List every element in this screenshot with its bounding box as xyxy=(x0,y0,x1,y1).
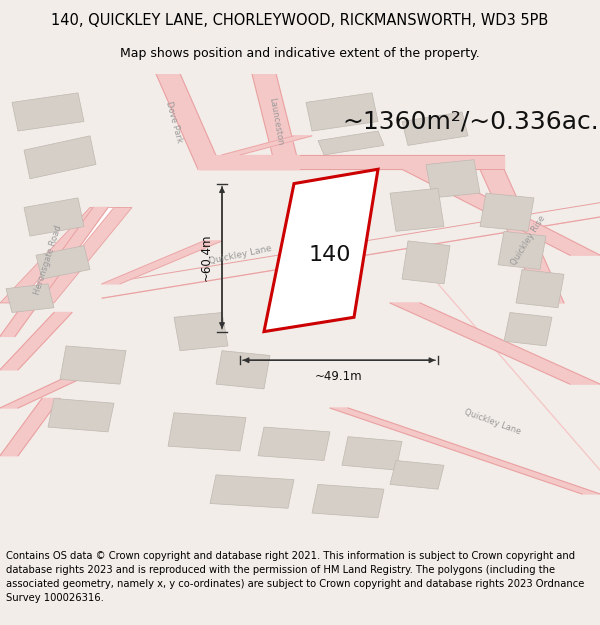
Text: Launceston: Launceston xyxy=(268,97,284,146)
Polygon shape xyxy=(0,312,72,370)
Polygon shape xyxy=(0,208,108,303)
Polygon shape xyxy=(504,312,552,346)
Polygon shape xyxy=(0,399,60,456)
Polygon shape xyxy=(102,241,222,284)
Polygon shape xyxy=(252,74,300,169)
Text: Quickley Rise: Quickley Rise xyxy=(509,214,547,268)
Text: Dove Park: Dove Park xyxy=(164,100,184,143)
Polygon shape xyxy=(426,160,480,198)
Text: Map shows position and indicative extent of the property.: Map shows position and indicative extent… xyxy=(120,47,480,59)
Polygon shape xyxy=(390,188,444,231)
Text: Heronsgate Road: Heronsgate Road xyxy=(32,224,64,296)
Text: Contains OS data © Crown copyright and database right 2021. This information is : Contains OS data © Crown copyright and d… xyxy=(6,551,584,603)
Polygon shape xyxy=(24,198,84,236)
Polygon shape xyxy=(0,208,108,336)
Polygon shape xyxy=(156,74,222,169)
Polygon shape xyxy=(300,155,504,169)
Text: Quickley Lane: Quickley Lane xyxy=(208,244,272,266)
Polygon shape xyxy=(516,269,564,308)
Polygon shape xyxy=(264,169,378,332)
Polygon shape xyxy=(258,427,330,461)
Polygon shape xyxy=(318,131,384,155)
Polygon shape xyxy=(402,112,468,146)
Polygon shape xyxy=(0,360,120,408)
Polygon shape xyxy=(12,93,84,131)
Polygon shape xyxy=(390,461,444,489)
Polygon shape xyxy=(36,246,90,279)
Polygon shape xyxy=(198,155,300,169)
Text: Quickley Lane: Quickley Lane xyxy=(463,408,521,437)
Polygon shape xyxy=(60,346,126,384)
Polygon shape xyxy=(24,136,96,179)
Polygon shape xyxy=(222,136,312,155)
Polygon shape xyxy=(216,351,270,389)
Polygon shape xyxy=(102,217,600,298)
Text: 140: 140 xyxy=(309,245,351,265)
Polygon shape xyxy=(210,475,294,508)
Polygon shape xyxy=(306,93,378,131)
Polygon shape xyxy=(36,208,132,303)
Polygon shape xyxy=(438,284,600,470)
Polygon shape xyxy=(48,399,114,432)
Text: ~49.1m: ~49.1m xyxy=(315,370,363,382)
Polygon shape xyxy=(312,484,384,518)
Text: 140, QUICKLEY LANE, CHORLEYWOOD, RICKMANSWORTH, WD3 5PB: 140, QUICKLEY LANE, CHORLEYWOOD, RICKMAN… xyxy=(52,13,548,28)
Text: ~60.4m: ~60.4m xyxy=(200,234,213,281)
Polygon shape xyxy=(6,284,54,312)
Polygon shape xyxy=(498,231,546,269)
Polygon shape xyxy=(330,408,600,494)
Polygon shape xyxy=(174,312,228,351)
Text: ~1360m²/~0.336ac.: ~1360m²/~0.336ac. xyxy=(342,109,599,134)
Polygon shape xyxy=(480,169,564,303)
Polygon shape xyxy=(402,241,450,284)
Polygon shape xyxy=(18,208,120,303)
Polygon shape xyxy=(342,437,402,470)
Polygon shape xyxy=(390,303,600,384)
Polygon shape xyxy=(168,412,246,451)
Polygon shape xyxy=(402,169,600,255)
Polygon shape xyxy=(480,193,534,231)
